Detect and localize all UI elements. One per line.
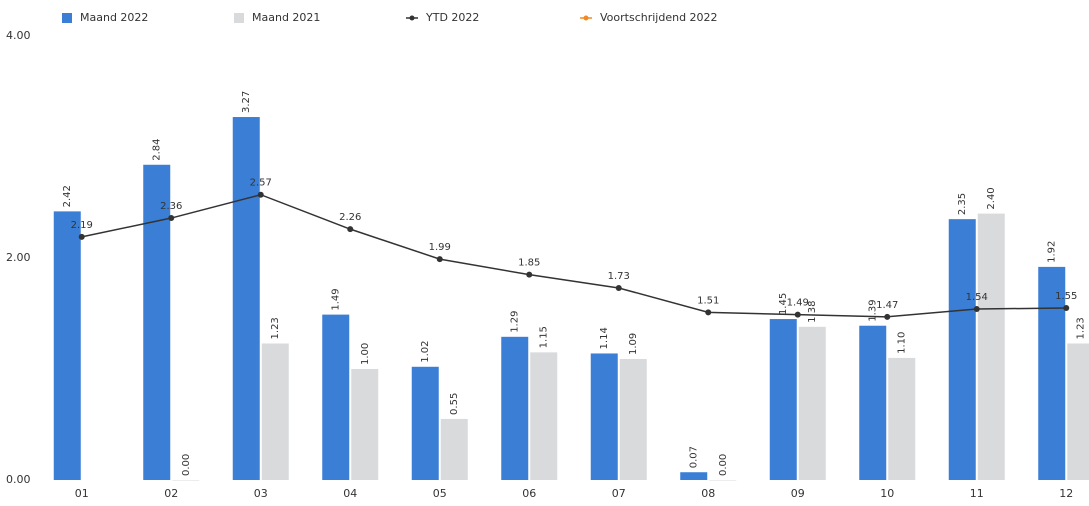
data-label: 2.84: [152, 138, 163, 160]
bar: [859, 325, 887, 480]
x-tick-label: 06: [522, 487, 536, 500]
line-point: [257, 191, 264, 198]
data-label: 1.38: [807, 301, 818, 323]
bar: [530, 352, 558, 480]
line-point: [615, 284, 622, 291]
bar: [143, 164, 171, 480]
bar: [53, 211, 81, 480]
data-label: 1.14: [599, 327, 610, 349]
bar: [440, 418, 468, 480]
data-label: 1.45: [778, 293, 789, 315]
data-label: 0.00: [718, 454, 729, 476]
legend-swatch: [62, 13, 72, 23]
x-tick-label: 08: [701, 487, 715, 500]
line-point: [794, 311, 801, 318]
data-label: 1.23: [1076, 317, 1087, 339]
data-label: 1.00: [360, 343, 371, 365]
legend-label: YTD 2022: [425, 11, 479, 24]
line-point: [78, 233, 85, 240]
data-label: 1.29: [510, 311, 521, 333]
data-label: 1.23: [270, 317, 281, 339]
x-tick-label: 04: [343, 487, 357, 500]
line: [81, 193, 1067, 318]
x-tick-label: 02: [164, 487, 178, 500]
x-tick-label: 11: [970, 487, 984, 500]
y-tick-label: 0.00: [6, 473, 31, 486]
bar: [1067, 343, 1089, 480]
bar: [680, 472, 708, 480]
bar: [261, 343, 289, 480]
line-point: [526, 271, 533, 278]
data-label: 1.10: [897, 332, 908, 354]
line-point: [436, 256, 443, 263]
legend-label: Maand 2021: [252, 11, 320, 24]
x-tick-label: 07: [612, 487, 626, 500]
data-label: 1.85: [518, 258, 540, 269]
bar: [501, 336, 529, 480]
legend-marker: [409, 15, 415, 21]
data-label: 2.35: [957, 193, 968, 215]
bar: [619, 359, 647, 480]
bar: [769, 319, 797, 480]
data-label: 0.07: [689, 446, 700, 468]
y-tick-label: 2.00: [6, 251, 31, 264]
data-label: 2.40: [986, 187, 997, 209]
data-label: 1.54: [966, 292, 988, 303]
y-tick-label: 4.00: [6, 29, 31, 42]
data-label: 2.42: [62, 185, 73, 207]
data-label: 0.00: [181, 454, 192, 476]
bar: [948, 219, 976, 480]
data-label: 1.15: [539, 326, 550, 348]
data-label: 2.36: [160, 201, 182, 212]
legend-label: Maand 2022: [80, 11, 148, 24]
data-label: 1.49: [787, 298, 809, 309]
data-label: 0.55: [449, 393, 460, 415]
data-label: 1.09: [628, 333, 639, 355]
data-label: 1.47: [876, 300, 898, 311]
bar: [888, 357, 916, 480]
x-tick-label: 12: [1059, 487, 1073, 500]
bar: [322, 314, 350, 480]
x-tick-label: 01: [75, 487, 89, 500]
bar: [798, 326, 826, 480]
bar: [977, 213, 1005, 480]
data-label: 3.27: [241, 91, 252, 113]
data-label: 1.99: [429, 242, 451, 253]
x-tick-label: 05: [433, 487, 447, 500]
line-point: [884, 313, 891, 320]
data-label: 1.51: [697, 295, 719, 306]
data-label: 2.57: [250, 178, 272, 189]
bar: [411, 366, 439, 480]
x-tick-label: 09: [791, 487, 805, 500]
line-point: [168, 215, 175, 222]
line-point: [1063, 304, 1070, 311]
x-tick-label: 10: [880, 487, 894, 500]
bar: [590, 353, 618, 480]
data-label: 1.92: [1047, 241, 1058, 263]
bar: [1038, 266, 1066, 480]
bar: [172, 480, 200, 481]
data-label: 2.26: [339, 212, 361, 223]
data-label: 1.73: [608, 271, 630, 282]
line-point: [973, 306, 980, 313]
legend-label: Voortschrijdend 2022: [600, 11, 718, 24]
data-label: 1.02: [420, 341, 431, 363]
legend-marker: [583, 15, 589, 21]
data-label: 2.19: [71, 220, 93, 231]
bar: [351, 369, 379, 480]
line-point: [347, 226, 354, 233]
line-point: [705, 309, 712, 316]
legend-swatch: [234, 13, 244, 23]
data-label: 1.49: [331, 288, 342, 310]
data-label: 1.55: [1055, 291, 1077, 302]
bar: [232, 117, 260, 480]
bar: [709, 480, 737, 481]
data-label: 1.39: [868, 299, 879, 321]
x-tick-label: 03: [254, 487, 268, 500]
